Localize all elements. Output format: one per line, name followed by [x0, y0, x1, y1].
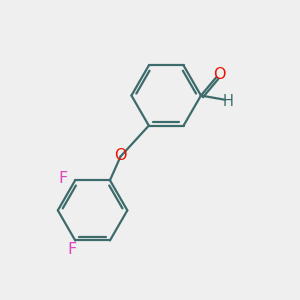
Text: H: H	[223, 94, 234, 109]
Text: F: F	[59, 171, 68, 186]
Text: O: O	[115, 148, 127, 163]
Text: F: F	[68, 242, 77, 257]
Text: O: O	[213, 67, 225, 82]
